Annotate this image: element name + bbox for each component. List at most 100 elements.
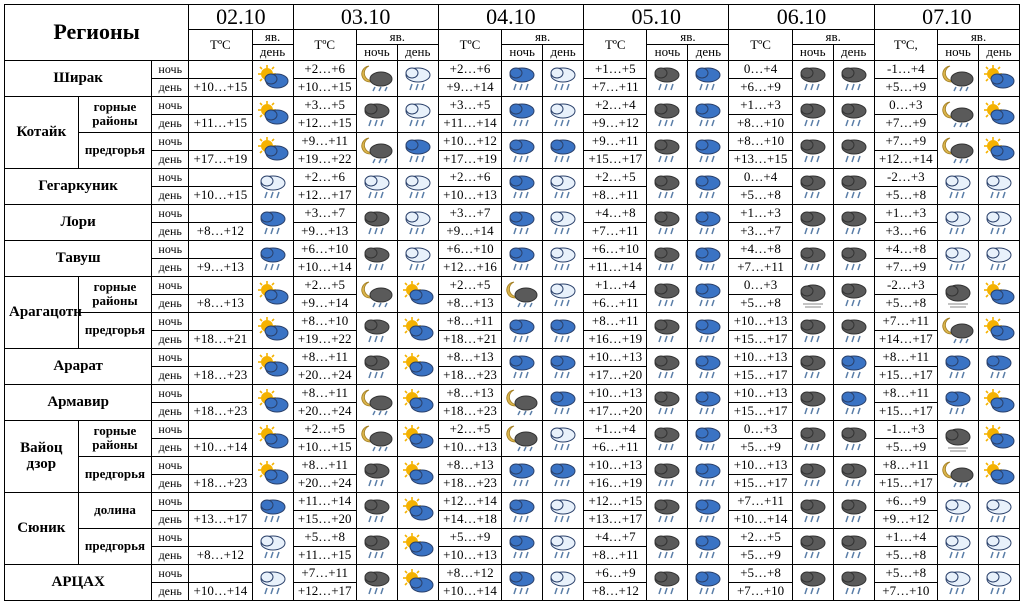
icon-cell	[938, 564, 979, 600]
weather-br-icon	[692, 100, 724, 128]
temp-night: +2…+6	[438, 168, 501, 186]
temp-day: +18…+23	[189, 402, 252, 420]
region-Лори: Лори	[5, 204, 152, 240]
temp-day: +7…+9	[874, 114, 937, 132]
temp-day: +5…+8	[729, 186, 792, 204]
weather-gr-icon	[797, 100, 829, 128]
temp-night: +5…+8	[293, 528, 356, 546]
weather-gr-icon	[361, 208, 393, 236]
day-col-1: день	[397, 45, 438, 60]
temp-day: +11…+15	[189, 114, 252, 132]
weather-gr-icon	[361, 532, 393, 560]
icon-cell	[688, 564, 729, 600]
date-5: 07.10	[874, 5, 1019, 30]
weather-gr-icon	[838, 496, 870, 524]
night-col-2: ночь	[502, 45, 543, 60]
weather-br-icon	[506, 64, 538, 92]
icon-cell	[397, 132, 438, 168]
icon-cell	[978, 420, 1019, 456]
icon-cell	[688, 492, 729, 528]
temp-day: +12…+16	[438, 258, 501, 276]
temp-night: +7…+9	[874, 132, 937, 150]
temp-night: +6…+9	[874, 492, 937, 510]
icon-cell	[502, 96, 543, 132]
temp-day: +18…+23	[438, 474, 501, 492]
icon-cell	[938, 420, 979, 456]
weather-br-icon	[547, 352, 579, 380]
day-label: день	[152, 330, 189, 348]
night-label: ночь	[152, 168, 189, 186]
temp-night: +10…+13	[729, 384, 792, 402]
temp-day: +10…+14	[293, 258, 356, 276]
weather-br-icon	[692, 352, 724, 380]
temp-day: +13…+15	[729, 150, 792, 168]
icon-cell	[397, 168, 438, 204]
icon-cell	[978, 132, 1019, 168]
temp-day: +17…+19	[189, 150, 252, 168]
icon-cell	[792, 528, 833, 564]
weather-gr-icon	[838, 532, 870, 560]
weather-gr-icon	[651, 244, 683, 272]
icon-cell	[688, 168, 729, 204]
weather-sc-icon	[983, 460, 1015, 488]
temp-night: +3…+7	[293, 204, 356, 222]
icon-cell	[833, 168, 874, 204]
temp-day: +8…+12	[189, 546, 252, 564]
icon-cell	[978, 276, 1019, 312]
weather-gr-icon	[797, 388, 829, 416]
icon-cell	[397, 204, 438, 240]
icon-cell	[543, 60, 584, 96]
icon-cell	[978, 168, 1019, 204]
temp-day: +5…+9	[729, 438, 792, 456]
weather-sc-icon	[257, 64, 289, 92]
temp-day: +19…+22	[293, 330, 356, 348]
temp-night: +2…+5	[438, 420, 501, 438]
weather-gr-icon	[797, 316, 829, 344]
weather-sc-icon	[402, 496, 434, 524]
temp-night: +2…+6	[293, 168, 356, 186]
icon-cell	[502, 132, 543, 168]
night-col-5: ночь	[938, 45, 979, 60]
weather-rr-icon	[942, 172, 974, 200]
weather-gr-icon	[651, 316, 683, 344]
temp-night: +3…+5	[293, 96, 356, 114]
icon-cell	[792, 240, 833, 276]
night-label: ночь	[152, 60, 189, 78]
temp-day: +10…+14	[729, 510, 792, 528]
region-Тавуш: Тавуш	[5, 240, 152, 276]
temp-day: +10…+15	[293, 438, 356, 456]
weather-sc-icon	[257, 424, 289, 452]
icon-cell	[252, 348, 293, 384]
icon-cell	[978, 384, 1019, 420]
icon-cell	[397, 312, 438, 348]
icon-cell	[356, 240, 397, 276]
temp-day: +10…+13	[438, 186, 501, 204]
weather-rr-icon	[547, 64, 579, 92]
icon-cell	[938, 168, 979, 204]
temp-day: +8…+13	[438, 294, 501, 312]
weather-gr-icon	[651, 136, 683, 164]
icon-cell	[647, 528, 688, 564]
icon-cell	[356, 168, 397, 204]
temp-day: +12…+15	[293, 114, 356, 132]
temp-night: 0…+4	[729, 60, 792, 78]
weather-mr-icon	[942, 100, 974, 128]
temp-day: +9…+13	[293, 222, 356, 240]
temp-night: 0…+3	[729, 276, 792, 294]
weather-rr-icon	[942, 244, 974, 272]
weather-sc-icon	[402, 280, 434, 308]
date-2: 04.10	[438, 5, 583, 30]
icon-cell	[397, 564, 438, 600]
weather-br-icon	[506, 244, 538, 272]
icon-cell	[833, 204, 874, 240]
temp-day: +16…+19	[584, 330, 647, 348]
temp-night: +6…+10	[438, 240, 501, 258]
temp-day: +10…+15	[293, 78, 356, 96]
icon-cell	[792, 60, 833, 96]
icon-cell	[688, 240, 729, 276]
temp-day: +10…+15	[189, 186, 252, 204]
icon-cell	[792, 312, 833, 348]
icon-cell	[647, 240, 688, 276]
icon-cell	[543, 456, 584, 492]
temp-night: +9…+11	[293, 132, 356, 150]
